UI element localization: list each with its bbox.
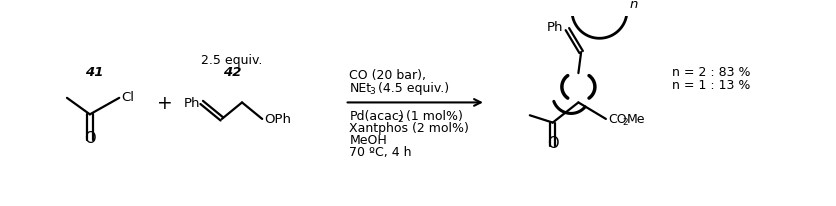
Text: CO: CO	[609, 113, 627, 126]
Text: n = 2 : 83 %: n = 2 : 83 %	[672, 66, 751, 78]
Text: 42: 42	[222, 66, 242, 78]
Text: O: O	[84, 130, 95, 145]
Text: n = 1 : 13 %: n = 1 : 13 %	[672, 78, 750, 91]
Text: Pd(acac): Pd(acac)	[349, 109, 404, 122]
Text: Cl: Cl	[121, 91, 134, 104]
Text: CO (20 bar),: CO (20 bar),	[349, 69, 426, 82]
Text: 2.5 equiv.: 2.5 equiv.	[201, 54, 263, 67]
Text: n: n	[630, 0, 638, 11]
Text: Xantphos (2 mol%): Xantphos (2 mol%)	[349, 121, 469, 134]
Text: OPh: OPh	[264, 113, 291, 126]
Text: (1 mol%): (1 mol%)	[401, 109, 462, 122]
Text: 2: 2	[397, 114, 403, 123]
Text: 3: 3	[370, 87, 375, 96]
Text: MeOH: MeOH	[349, 133, 387, 146]
Text: Ph: Ph	[546, 21, 563, 34]
Text: Me: Me	[627, 113, 645, 126]
Text: O: O	[547, 135, 558, 150]
Text: 2: 2	[622, 118, 628, 126]
Text: 41: 41	[85, 66, 104, 78]
Text: NEt: NEt	[349, 82, 371, 95]
Text: 70 ºC, 4 h: 70 ºC, 4 h	[349, 145, 412, 158]
Text: +: +	[157, 94, 173, 112]
Text: (4.5 equiv.): (4.5 equiv.)	[374, 82, 449, 95]
Text: Ph: Ph	[183, 96, 200, 109]
